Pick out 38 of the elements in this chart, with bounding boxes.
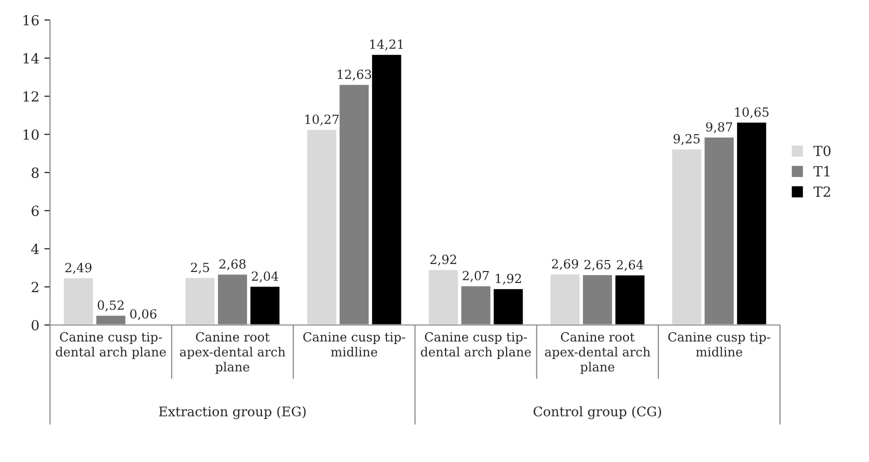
text: Extraction group (EG) <box>159 406 306 420</box>
legend-label: T2 <box>813 186 830 197</box>
data-label: 2,64 <box>616 260 644 271</box>
data-label: 9,25 <box>674 134 700 145</box>
y-tick-label: 2 <box>32 282 38 292</box>
y-tick-label: 16 <box>24 14 39 26</box>
data-label: 10,27 <box>305 114 339 126</box>
text: Control group (CG) <box>534 406 662 420</box>
y-tick-label: 10 <box>24 129 39 140</box>
x-tick-label: Canine cusp tip- midline <box>668 332 770 357</box>
x-tick-label: Canine root apex-dental arch plane <box>544 332 650 374</box>
x-tick-label: Canine cusp tip- midline <box>303 332 406 357</box>
y-tick-label: 4 <box>31 244 39 254</box>
data-label: 12,63 <box>338 70 372 81</box>
x-tick-label: Canine cusp tip- dental arch plane <box>420 332 531 359</box>
data-label: 2,04 <box>252 271 278 282</box>
data-label: 9,87 <box>706 122 732 134</box>
x-tick-label: Canine cusp tip- dental arch plane <box>56 332 166 359</box>
data-label: 14,21 <box>370 39 403 50</box>
x-tick-label: Canine root apex-dental arch plane <box>180 332 286 374</box>
data-label: 2,49 <box>65 262 92 274</box>
legend-label: T1 <box>813 166 830 176</box>
y-tick-label: 12 <box>24 91 38 102</box>
data-label: 2,69 <box>552 259 578 270</box>
data-label: 0,06 <box>130 309 156 320</box>
data-label: 0,52 <box>98 300 124 312</box>
data-label: 1,92 <box>496 274 521 285</box>
data-label: 2,92 <box>430 254 456 266</box>
data-label: 10,65 <box>735 107 769 118</box>
y-tick-label: 8 <box>32 167 39 178</box>
data-label: 2,5 <box>190 262 210 274</box>
legend-label: T0 <box>813 146 831 156</box>
data-label: 2,65 <box>584 260 610 271</box>
y-tick-label: 6 <box>32 206 39 216</box>
data-label: 2,07 <box>462 270 489 282</box>
y-tick-label: 14 <box>24 53 39 64</box>
y-tick-label: 0 <box>32 320 39 330</box>
data-label: 2,68 <box>219 259 246 270</box>
